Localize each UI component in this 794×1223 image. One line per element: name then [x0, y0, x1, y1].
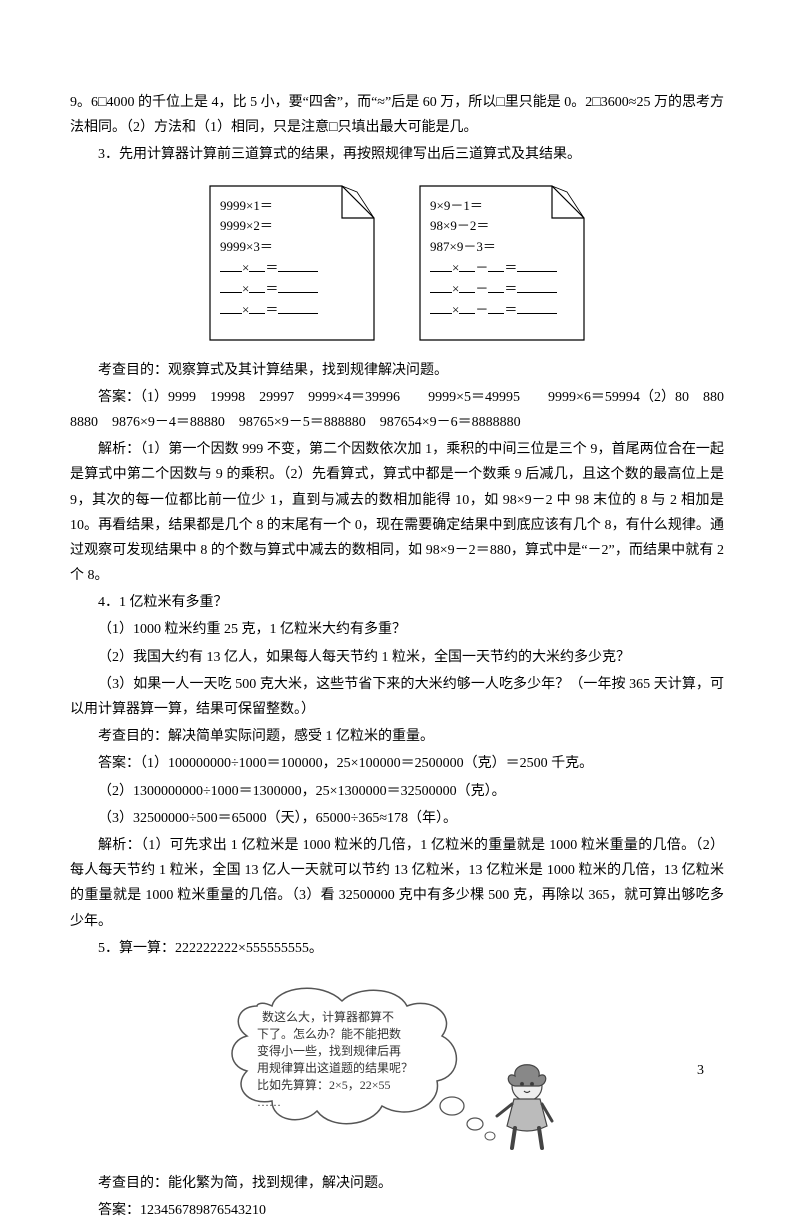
box2-blank-3: ×－＝	[430, 300, 574, 321]
svg-text:用规律算出这道题的结果呢？: 用规律算出这道题的结果呢？	[257, 1060, 413, 1075]
body-5: （2）我国大约有 13 亿人，如果每人每天节约 1 粒米，全国一天节约的大米约多…	[70, 645, 724, 670]
box1-line-3: 9999×3＝	[220, 237, 364, 258]
box1-blank-3: ×＝	[220, 300, 364, 321]
box1-blank-2: ×＝	[220, 279, 364, 300]
footer-0: 考查目的：能化繁为简，找到规律，解决问题。	[70, 1171, 724, 1196]
body-1: 答案：（1）9999 19998 29997 9999×4＝39996 9999…	[70, 385, 724, 435]
body-2: 解析：（1）第一个因数 999 不变，第二个因数依次加 1，乘积的中间三位是三个…	[70, 437, 724, 588]
thought-bubble-illustration: 数这么大，计算器都算不 下了。怎么办？能不能把数 变得小一些，找到规律后再 用规…	[70, 976, 724, 1156]
body-8: 答案：（1）100000000÷1000＝100000，25×100000＝25…	[70, 751, 724, 776]
page-number: 3	[697, 1058, 704, 1083]
body-12: 5．算一算：222222222×555555555。	[70, 936, 724, 961]
intro-text-2: 3．先用计算器计算前三道算式的结果，再按照规律写出后三道算式及其结果。	[70, 142, 724, 167]
box1-line-1: 9999×1＝	[220, 196, 364, 217]
svg-text:变得小一些，找到规律后再: 变得小一些，找到规律后再	[257, 1043, 401, 1058]
body-6: （3）如果一人一天吃 500 克大米，这些节省下来的大米约够一人吃多少年？（一年…	[70, 672, 724, 722]
box1-blank-1: ×＝	[220, 258, 364, 279]
worksheet-diagram: 9999×1＝ 9999×2＝ 9999×3＝ ×＝ ×＝ ×＝ 9×9－1＝ …	[70, 178, 724, 348]
box2-line-3: 987×9－3＝	[430, 237, 574, 258]
footer-1: 答案：123456789876543210	[70, 1198, 724, 1223]
paper-box-right: 9×9－1＝ 98×9－2＝ 987×9－3＝ ×－＝ ×－＝ ×－＝	[412, 178, 592, 348]
box2-line-1: 9×9－1＝	[430, 196, 574, 217]
svg-text:数这么大，计算器都算不: 数这么大，计算器都算不	[262, 1009, 394, 1024]
box2-blank-1: ×－＝	[430, 258, 574, 279]
body-11: 解析：（1）可先求出 1 亿粒米是 1000 粒米的几倍，1 亿粒米的重量就是 …	[70, 833, 724, 934]
box1-line-2: 9999×2＝	[220, 216, 364, 237]
box2-line-2: 98×9－2＝	[430, 216, 574, 237]
paper-box-left: 9999×1＝ 9999×2＝ 9999×3＝ ×＝ ×＝ ×＝	[202, 178, 382, 348]
body-10: （3）32500000÷500＝65000（天），65000÷365≈178（年…	[70, 806, 724, 831]
body-0: 考查目的：观察算式及其计算结果，找到规律解决问题。	[70, 358, 724, 383]
svg-text:……: ……	[257, 1095, 281, 1109]
svg-text:下了。怎么办？能不能把数: 下了。怎么办？能不能把数	[257, 1026, 401, 1041]
box2-blank-2: ×－＝	[430, 279, 574, 300]
svg-text:比如先算算：2×5，22×55: 比如先算算：2×5，22×55	[257, 1077, 391, 1092]
body-7: 考查目的：解决简单实际问题，感受 1 亿粒米的重量。	[70, 724, 724, 749]
body-9: （2）1300000000÷1000＝1300000，25×1300000＝32…	[70, 779, 724, 804]
body-4: （1）1000 粒米约重 25 克，1 亿粒米大约有多重？	[70, 617, 724, 642]
intro-text-1: 9。6□4000 的千位上是 4，比 5 小，要“四舍”，而“≈”后是 60 万…	[70, 90, 724, 140]
body-3: 4．1 亿粒米有多重？	[70, 590, 724, 615]
